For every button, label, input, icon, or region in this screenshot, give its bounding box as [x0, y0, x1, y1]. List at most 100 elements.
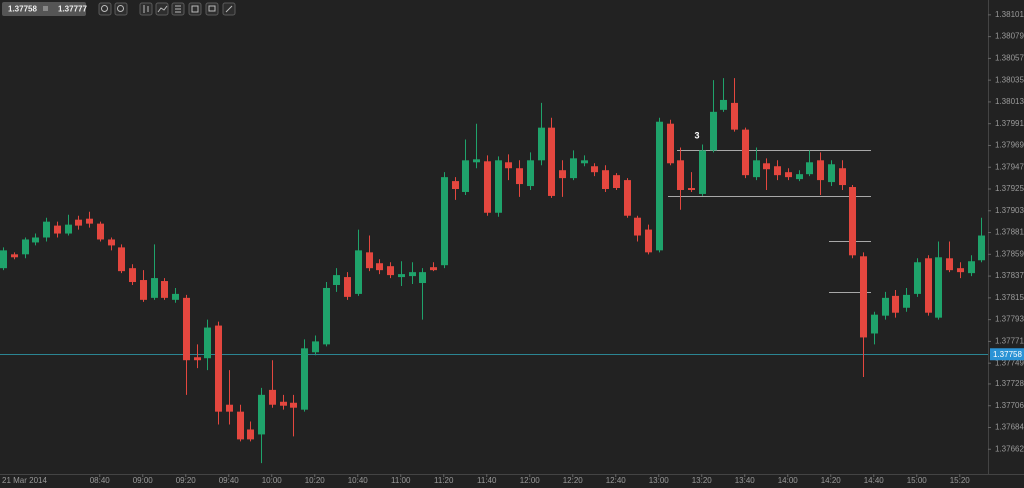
- bid: 1.37758: [8, 5, 37, 14]
- quote-separator: [43, 6, 48, 11]
- candle-body: [570, 158, 577, 179]
- candle-body: [65, 224, 72, 234]
- candle-body: [828, 164, 835, 183]
- candle-body: [280, 401, 287, 406]
- y-tick-label: 1.38035: [995, 75, 1024, 84]
- indicators[interactable]: [155, 2, 169, 16]
- candle-body: [344, 277, 351, 297]
- candle-body: [667, 123, 674, 164]
- settings[interactable]: [171, 2, 185, 16]
- candle-body: [86, 218, 93, 224]
- candle-body: [290, 402, 297, 408]
- candle-body: [968, 261, 975, 274]
- templates[interactable]: [188, 2, 202, 16]
- x-tick-label: 12:20: [563, 476, 584, 485]
- candle-body: [323, 287, 330, 345]
- y-tick-label: 1.37947: [995, 162, 1024, 171]
- y-tick-label: 1.37837: [995, 271, 1024, 280]
- candle-body: [140, 280, 147, 300]
- annotation: 3: [694, 130, 699, 140]
- toolbar: 1.37758 1.37777: [2, 2, 236, 16]
- candle-body: [430, 267, 437, 271]
- candle-body: [785, 172, 792, 178]
- chart-type[interactable]: [139, 2, 153, 16]
- candle-body: [75, 219, 82, 226]
- candle-body: [495, 160, 502, 213]
- candle-body: [925, 258, 932, 313]
- candle-body: [11, 254, 18, 258]
- x-tick-label: 12:40: [606, 476, 627, 485]
- candle-body: [538, 127, 545, 161]
- zoom-in[interactable]: [98, 2, 112, 16]
- candle-body: [634, 217, 641, 236]
- candle-body: [473, 159, 480, 163]
- y-tick-label: 1.37969: [995, 141, 1024, 150]
- candle-body: [54, 225, 61, 234]
- zoom-out[interactable]: [114, 2, 128, 16]
- x-tick-label: 13:40: [735, 476, 756, 485]
- candle-body: [613, 175, 620, 189]
- candle-body: [978, 235, 985, 261]
- ask: 1.37777: [58, 5, 87, 14]
- y-tick-label: 1.37793: [995, 315, 1024, 324]
- last-price-box: [990, 348, 1024, 361]
- candle-body: [516, 168, 523, 185]
- x-tick-label: 10:00: [262, 476, 283, 485]
- y-tick-label: 1.38101: [995, 10, 1024, 19]
- candle-body: [355, 250, 362, 294]
- candle-body: [871, 314, 878, 334]
- candle-body: [398, 274, 405, 278]
- candle-body: [43, 221, 50, 238]
- candle-body: [731, 102, 738, 130]
- candle-body: [183, 297, 190, 361]
- y-tick-label: 1.37684: [995, 423, 1024, 432]
- candle-body: [763, 163, 770, 170]
- candle-body: [97, 223, 104, 240]
- candle-body: [860, 256, 867, 338]
- y-tick-label: 1.38013: [995, 97, 1024, 106]
- candle-body: [387, 266, 394, 276]
- y-tick-label: 1.37859: [995, 249, 1024, 258]
- y-tick-label: 1.37728: [995, 379, 1024, 388]
- x-tick-label: 15:20: [950, 476, 971, 485]
- candle-body: [452, 181, 459, 190]
- x-tick-label: 10:20: [305, 476, 326, 485]
- x-tick-label: 11:20: [434, 476, 454, 485]
- candle-body: [108, 239, 115, 246]
- candle-body: [849, 187, 856, 256]
- candle-body: [161, 281, 168, 298]
- y-tick-label: 1.37925: [995, 184, 1024, 193]
- candle-body: [957, 268, 964, 273]
- y-tick-label: 1.37706: [995, 401, 1024, 410]
- screenshot[interactable]: [205, 2, 219, 16]
- candle-body: [796, 174, 803, 180]
- x-tick-label: 11:40: [477, 476, 497, 485]
- x-tick-label: 14:20: [821, 476, 842, 485]
- candle-body: [677, 160, 684, 190]
- candle-body: [366, 252, 373, 269]
- candle-body: [710, 111, 717, 151]
- x-tick-label: 09:00: [133, 476, 154, 485]
- x-tick-label: 12:00: [520, 476, 541, 485]
- y-tick-label: 1.37815: [995, 293, 1024, 302]
- candle-body: [312, 341, 319, 353]
- y-tick-label: 1.38079: [995, 32, 1024, 41]
- candle-body: [591, 166, 598, 173]
- candle-body: [602, 170, 609, 190]
- candle-body: [204, 327, 211, 359]
- candle-body: [742, 129, 749, 176]
- candle-body: [22, 239, 29, 255]
- candle-body: [269, 389, 276, 405]
- y-tick-label: 1.37662: [995, 444, 1024, 453]
- candle-body: [151, 278, 158, 298]
- candle-body: [753, 160, 760, 178]
- candle-body: [32, 237, 39, 243]
- draw[interactable]: [222, 2, 236, 16]
- candle-body: [688, 188, 695, 190]
- candle-body: [258, 394, 265, 435]
- candle-body: [237, 411, 244, 440]
- candle-body: [624, 180, 631, 216]
- candle-body: [548, 127, 555, 196]
